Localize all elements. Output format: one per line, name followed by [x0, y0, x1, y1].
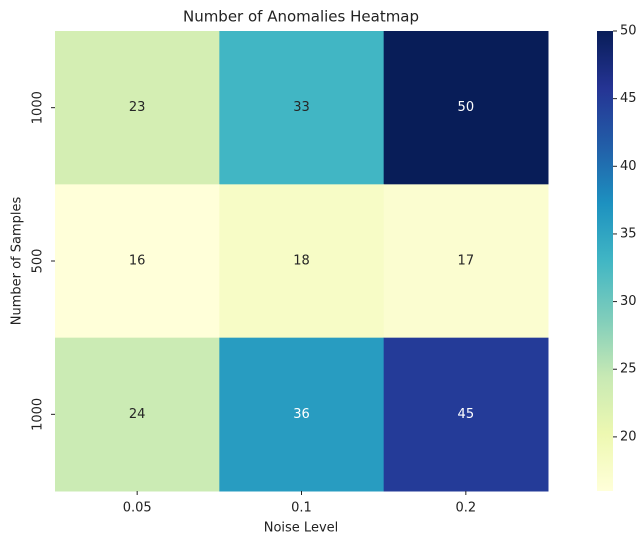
cell-label: 17 — [458, 254, 475, 269]
colorbar-tick-label: 30 — [620, 294, 637, 309]
y-tick-label: 1000 — [31, 91, 46, 124]
heatmap-cell — [219, 184, 385, 339]
heatmap-cell — [219, 31, 385, 185]
colorbar-tick-label: 45 — [620, 91, 637, 106]
cell-label: 18 — [293, 254, 310, 269]
chart-title: Number of Anomalies Heatmap — [183, 8, 419, 26]
heatmap-cell — [383, 337, 549, 492]
x-tick-label: 0.05 — [123, 501, 152, 516]
cell-label: 45 — [458, 407, 475, 422]
cell-label: 23 — [129, 100, 146, 115]
x-tick-label: 0.2 — [455, 501, 476, 516]
colorbar-tick-label: 20 — [620, 429, 637, 444]
y-tick-label: 1000 — [31, 398, 46, 431]
x-axis-label: Noise Level — [264, 521, 339, 536]
heatmap-cell — [55, 31, 220, 185]
heatmap-cell — [55, 337, 220, 492]
y-axis-label: Number of Samples — [10, 197, 25, 326]
y-tick-label: 500 — [31, 249, 46, 274]
colorbar-tick-label: 50 — [620, 24, 637, 39]
heatmap-cell — [219, 337, 385, 492]
colorbar — [597, 31, 613, 491]
cell-label: 16 — [129, 254, 146, 269]
x-tick-label: 0.1 — [291, 501, 312, 516]
heatmap-cell — [383, 31, 549, 185]
colorbar-tick-label: 25 — [620, 362, 637, 377]
cell-label: 36 — [293, 407, 310, 422]
cell-label: 33 — [293, 100, 310, 115]
heatmap-cell — [383, 184, 549, 339]
colorbar-tick-label: 35 — [620, 226, 637, 241]
cell-label: 24 — [129, 407, 146, 422]
colorbar-tick-label: 40 — [620, 159, 637, 174]
cell-label: 50 — [458, 100, 475, 115]
heatmap-cell — [55, 184, 220, 339]
